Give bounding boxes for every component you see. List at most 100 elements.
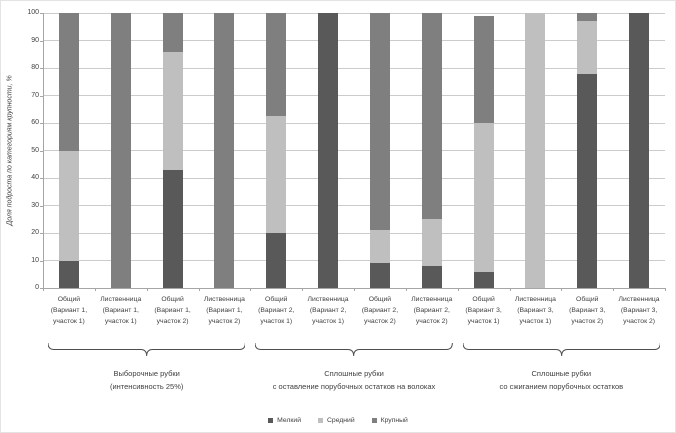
x-category-label-11: Общий (Вариант 3, участок 2) (561, 294, 613, 327)
x-tick (43, 288, 44, 291)
bar-10-segment-Средний (525, 13, 546, 288)
x-category-label-line: Лиственница (203, 296, 245, 303)
x-category-label-line: участок 2) (363, 318, 396, 325)
bar-1-segment-Средний (58, 150, 79, 261)
gridline-30 (43, 205, 665, 206)
x-category-label-line: Лиственница (514, 296, 556, 303)
x-category-label-4: Лиственница (Вариант 1, участок 2) (199, 294, 251, 327)
x-category-label-line: (Вариант 1, (154, 307, 191, 314)
x-category-label-8: Лиственница (Вариант 2, участок 2) (406, 294, 458, 327)
x-category-label-line: Общий (472, 296, 495, 303)
x-category-label-line: участок 2) (208, 318, 241, 325)
y-tick-label-70: 70 (31, 91, 39, 99)
gridline-70 (43, 95, 665, 96)
x-tick (146, 288, 148, 291)
bar-8-segment-Средний (421, 219, 442, 266)
group-label-3: Сплошные рубки со сжиганием порубочных ос… (411, 367, 675, 393)
x-tick (94, 288, 96, 291)
x-tick (405, 288, 407, 291)
legend-item-Крупный: Крупный (371, 417, 408, 424)
x-category-label-line: Лиственница (618, 296, 660, 303)
x-category-label-3: Общий (Вариант 1, участок 2) (147, 294, 199, 327)
bar-7-segment-Мелкий (369, 263, 390, 288)
bar-9-segment-Крупный (473, 15, 494, 123)
x-tick (613, 288, 615, 291)
y-tick-90 (40, 40, 43, 42)
x-category-label-line: участок 2) (571, 318, 604, 325)
x-category-label-line: Лиственница (100, 296, 142, 303)
x-category-label-line: участок 1) (519, 318, 552, 325)
y-tick-label-30: 30 (31, 201, 39, 209)
x-category-label-line: Лиственница (307, 296, 349, 303)
x-tick (302, 288, 304, 291)
x-category-label-line: Общий (57, 296, 81, 303)
x-category-label-line: Общий (161, 296, 184, 303)
x-category-label-line: участок 1) (52, 318, 85, 325)
x-category-label-line: (Вариант 1, (206, 307, 243, 314)
bar-11-segment-Крупный (577, 13, 598, 22)
bar-3-segment-Мелкий (162, 169, 183, 288)
group-label-line: со сжиганием порубочных остатков (499, 382, 624, 391)
gridline-100 (43, 12, 665, 14)
group-label-line: (интенсивность 25%) (109, 382, 184, 391)
bar-1-segment-Крупный (58, 13, 79, 151)
x-tick (561, 288, 563, 291)
y-tick-label-0: 0 (35, 284, 39, 291)
y-tick-label-40: 40 (31, 174, 39, 181)
group-brace-2 (254, 342, 454, 357)
group-label-line: с оставление порубочных остатков на воло… (272, 382, 436, 391)
x-category-label-12: Лиственница (Вариант 3, участок 2) (613, 294, 665, 327)
x-tick (457, 288, 459, 291)
y-tick-100 (40, 13, 43, 14)
bar-8-segment-Крупный (421, 13, 442, 220)
x-category-label-line: участок 2) (623, 318, 655, 325)
x-category-label-line: участок 1) (260, 318, 293, 325)
x-category-label-line: (Вариант 2, (309, 307, 347, 314)
x-category-label-line: участок 1) (467, 318, 500, 325)
bar-12-segment-Мелкий (629, 13, 650, 288)
group-brace-1 (47, 342, 246, 357)
y-tick-60 (40, 123, 43, 124)
x-category-label-line: (Вариант 2, (413, 307, 450, 314)
group-label-1: Выборочные рубки (интенсивность 25%) (1, 367, 297, 393)
gridline-20 (43, 232, 665, 234)
y-tick-70 (40, 95, 43, 97)
x-tick (250, 288, 252, 291)
y-tick-0 (40, 288, 43, 289)
x-category-label-5: Общий (Вариант 2, участок 1) (250, 294, 302, 327)
bar-5-segment-Средний (266, 116, 287, 233)
x-tick (509, 288, 511, 291)
x-category-label-line: (Вариант 2, (361, 307, 399, 314)
bar-11-segment-Средний (577, 21, 598, 74)
y-axis-line (43, 13, 44, 288)
gridline-10 (43, 260, 665, 261)
group-label-line: Выборочные рубки (113, 369, 180, 378)
x-category-label-line: участок 2) (415, 318, 448, 325)
y-tick-label-50: 50 (31, 146, 39, 154)
y-tick-20 (40, 233, 43, 234)
x-category-label-line: Общий (576, 296, 599, 303)
legend-marker-icon (371, 418, 377, 423)
x-category-label-1: Общий (Вариант 1, участок 1) (43, 294, 95, 327)
legend-item-Средний: Средний (318, 417, 355, 424)
legend-item-Мелкий: Мелкий (268, 417, 301, 424)
legend-marker-icon (318, 418, 323, 423)
y-tick-10 (40, 260, 43, 262)
bar-9-segment-Мелкий (473, 271, 494, 288)
bar-7-segment-Крупный (369, 13, 390, 231)
gridline-40 (43, 177, 665, 179)
x-axis-line (40, 288, 666, 289)
x-category-label-line: Общий (265, 296, 288, 303)
x-category-label-7: Общий (Вариант 2, участок 2) (354, 294, 406, 327)
x-category-label-line: Общий (368, 296, 392, 303)
x-tick (665, 288, 666, 291)
gridline-60 (43, 122, 665, 124)
bar-1-segment-Мелкий (58, 260, 79, 288)
bar-11-segment-Мелкий (577, 73, 598, 288)
legend-label: Средний (327, 417, 355, 424)
gridline-80 (43, 67, 665, 69)
bar-2-segment-Крупный (110, 13, 131, 288)
x-category-label-line: участок 1) (312, 318, 344, 325)
x-category-label-line: участок 1) (104, 318, 137, 325)
